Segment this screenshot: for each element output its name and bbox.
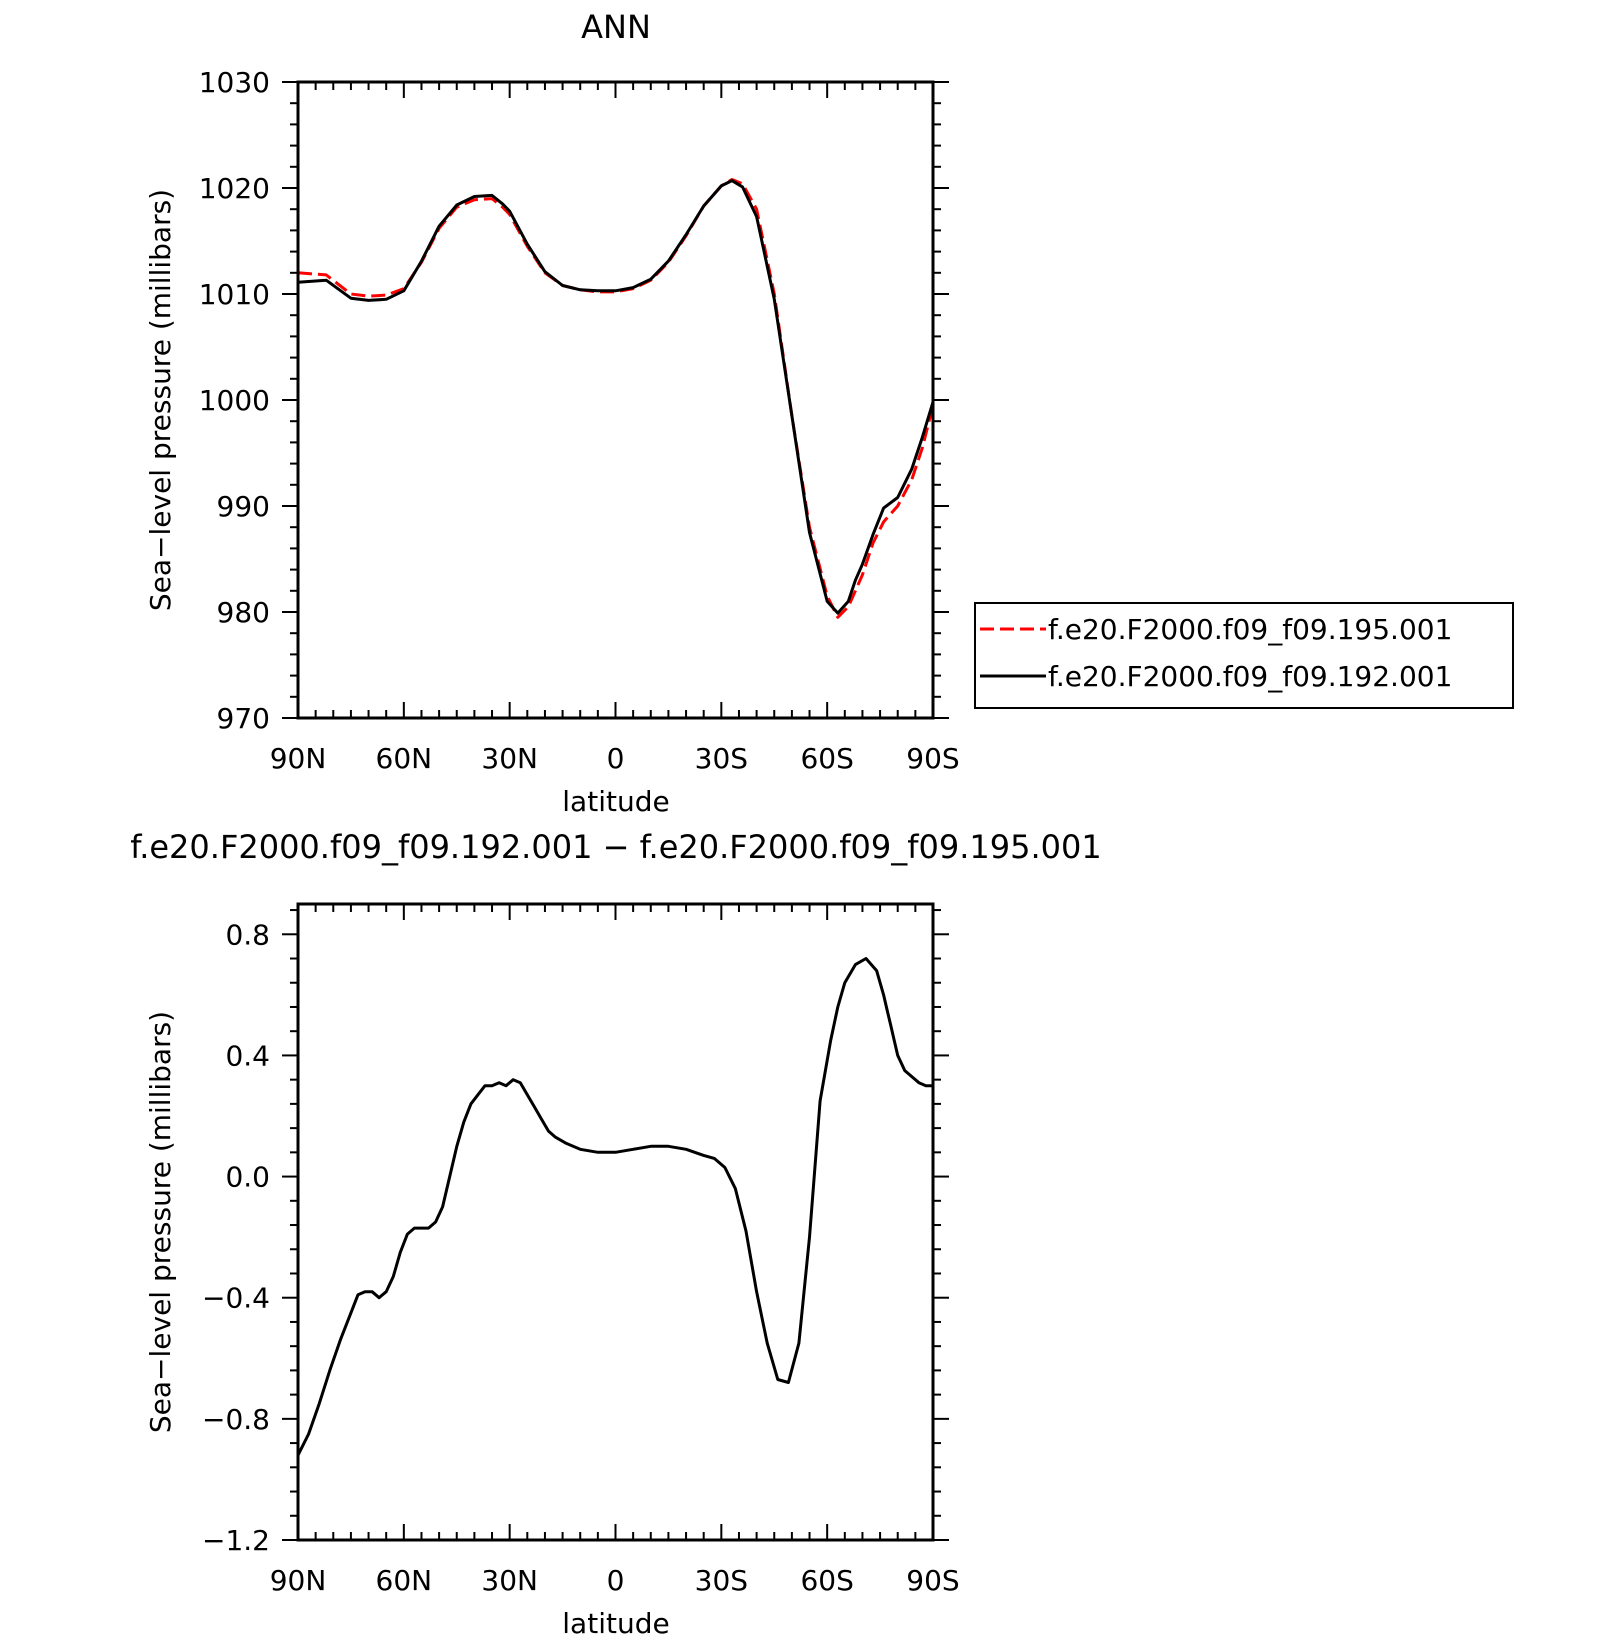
x-tick-label: 60S bbox=[800, 742, 853, 775]
y-tick-label: 1010 bbox=[199, 278, 270, 311]
y-tick-label: 990 bbox=[217, 490, 270, 523]
x-tick-label: 60N bbox=[376, 742, 433, 775]
plot-area bbox=[296, 957, 933, 1456]
x-tick-label: 0 bbox=[607, 742, 625, 775]
x-tick-label: 90S bbox=[906, 1564, 959, 1597]
plot-frame bbox=[296, 902, 935, 1542]
x-axis-title: latitude bbox=[562, 785, 669, 818]
y-tick-label: 0.4 bbox=[225, 1039, 270, 1072]
x-tick-label: 60S bbox=[800, 1564, 853, 1597]
x-tick-label: 90N bbox=[270, 742, 327, 775]
y-tick-label: 0.8 bbox=[225, 918, 270, 951]
x-tick-label: 30S bbox=[695, 1564, 748, 1597]
y-tick-label: 1020 bbox=[199, 172, 270, 205]
x-tick-label: 30S bbox=[695, 742, 748, 775]
plot-area bbox=[297, 178, 935, 619]
series-line-1 bbox=[297, 179, 935, 615]
series-line-0 bbox=[297, 178, 935, 619]
bottom-chart: f.e20.F2000.f09_f09.192.001 − f.e20.F200… bbox=[130, 828, 1102, 1640]
legend: f.e20.F2000.f09_f09.195.001 f.e20.F2000.f… bbox=[974, 602, 1514, 709]
x-tick-label: 90S bbox=[906, 742, 959, 775]
x-tick-label: 90N bbox=[270, 1564, 327, 1597]
legend-entry-0: f.e20.F2000.f09_f09.195.001 bbox=[1048, 613, 1452, 646]
y-tick-label: 1030 bbox=[199, 66, 270, 99]
x-tick-label: 30N bbox=[481, 1564, 538, 1597]
chart-title: f.e20.F2000.f09_f09.192.001 − f.e20.F200… bbox=[130, 828, 1102, 866]
y-tick-label: 970 bbox=[217, 702, 270, 735]
tick-marks bbox=[282, 904, 949, 1541]
top-chart: ANN 90N 60N 30N 0 30S 60S 90S 970 980 990 1000 1010 1… bbox=[144, 8, 1514, 818]
tick-marks bbox=[282, 81, 949, 719]
x-tick-label: 60N bbox=[376, 1564, 433, 1597]
chart-title: ANN bbox=[581, 8, 651, 46]
x-tick-label: 30N bbox=[481, 742, 538, 775]
y-tick-label: −0.4 bbox=[202, 1282, 270, 1315]
y-axis-title: Sea−level pressure (millibars) bbox=[144, 1011, 177, 1433]
plot-frame bbox=[296, 80, 935, 720]
y-tick-label: 1000 bbox=[199, 384, 270, 417]
series-line-0 bbox=[296, 957, 933, 1456]
y-tick-label: −0.8 bbox=[202, 1403, 270, 1436]
y-tick-label: 0.0 bbox=[225, 1161, 270, 1194]
y-tick-label: −1.2 bbox=[202, 1524, 270, 1557]
x-tick-label: 0 bbox=[607, 1564, 625, 1597]
x-axis-title: latitude bbox=[562, 1607, 669, 1640]
legend-box bbox=[974, 602, 1514, 709]
y-tick-label: 980 bbox=[217, 596, 270, 629]
y-axis-title: Sea−level pressure (millibars) bbox=[144, 189, 177, 611]
legend-entry-1: f.e20.F2000.f09_f09.192.001 bbox=[1048, 660, 1452, 693]
